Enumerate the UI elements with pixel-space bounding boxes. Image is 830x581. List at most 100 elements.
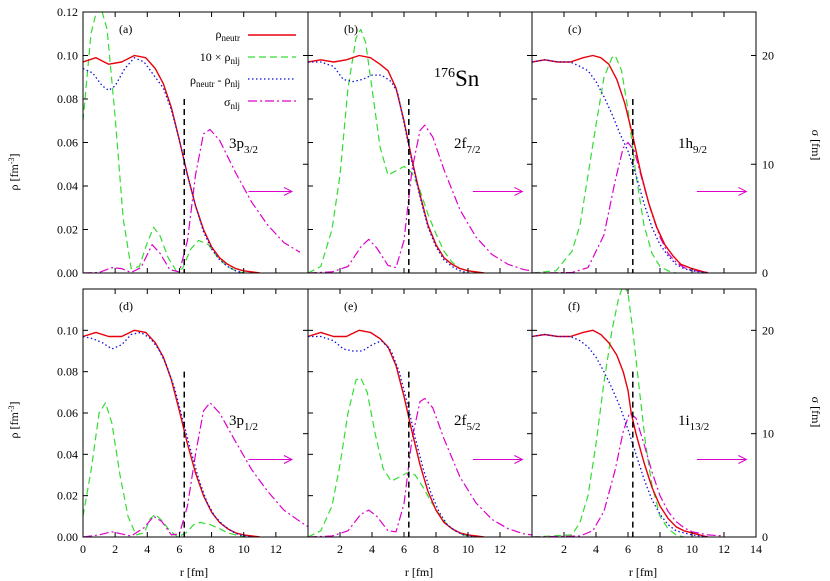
orbital-label: 1h9/2 [678,136,707,156]
nlj-x10-line [83,402,244,537]
sigma-nlj-line [532,412,725,537]
panel-b: (b) 2f7/2 [307,11,533,274]
panel-frame [307,288,533,538]
orbital-label: 1i13/2 [678,413,709,433]
orbital-label: 2f7/2 [454,136,481,156]
legend: ρneutr 10 × ρnlj ρneutr - ρnlj σnlj [190,27,296,111]
y-axis-label-left-top: ρ [fm-3] [7,154,21,191]
x-tick-label: 4 [369,542,375,556]
x-tick-label: 6 [176,542,182,556]
y-axis-label-right-top: σ [fm] [809,130,823,161]
x-tick-label: 14 [750,542,762,556]
x-tick-label: 4 [144,542,150,556]
y-axis-label-left-bottom: ρ [fm-3] [7,402,21,439]
rho-neutr-line [83,54,260,273]
nlj-x10-line [308,28,485,273]
sigma-nlj-line [83,402,308,537]
orbital-label: 3p1/2 [229,413,258,433]
rho-neutr-line [308,54,485,273]
arrow-head [738,186,748,196]
y-tick-label-right: 10 [762,427,774,441]
y-tick-label-left: 0.06 [57,136,78,150]
x-tick-label: 6 [401,542,407,556]
y-tick-label-left: 0.06 [57,406,78,420]
nlj-x10-line [308,377,477,537]
y-tick-label-left: 0.12 [57,5,78,19]
y-tick-label-right: 0 [762,530,768,544]
legend-label-rho-neutr: ρneutr [216,27,241,43]
rho-diff-line [532,59,709,273]
x-axis-label-1: r [fm] [180,565,208,579]
rho-diff-line [532,333,709,537]
nucleus-title: 176Sn [434,66,480,91]
x-tick-label: 2 [112,542,118,556]
y-tick-label-right: 20 [762,49,774,63]
panel-label: (d) [119,299,133,313]
nlj-x10-line [532,54,677,273]
panel-frame [82,11,309,274]
panel-d: 0 2 4 6 8 10 12 0.00 0.02 0.04 0.06 0.08 0.10 (d) 3p1/… [57,288,309,556]
y-tick-label-left: 0.08 [57,365,78,379]
x-tick-label: 12 [270,542,282,556]
y-tick-label-left: 0.00 [57,266,78,280]
y-tick-label-left: 0.02 [57,489,78,503]
panels-layer: 0.00 0.02 0.04 0.06 0.08 0.10 0.12 (a) 3p3/2 (b) 2… [57,5,774,556]
rho-neutr-line [532,54,709,273]
x-axis-label-3: r [fm] [629,565,657,579]
x-tick-label: 8 [433,542,439,556]
y-tick-label-right: 10 [762,157,774,171]
x-axis-label-2: r [fm] [405,565,433,579]
rho-diff-line [83,57,244,273]
nlj-x10-line [83,12,244,273]
x-tick-label: 4 [593,542,599,556]
x-tick-label: 10 [238,542,250,556]
x-tick-label: 10 [686,542,698,556]
arrow-head [514,455,524,464]
x-tick-label: 6 [625,542,631,556]
y-tick-label-right: 20 [762,323,774,337]
sigma-nlj-line [83,128,301,273]
x-tick-label: 12 [494,542,506,556]
x-tick-label: 10 [462,542,474,556]
panel-frame [82,288,309,538]
panel-frame [307,11,533,274]
sigma-nlj-line [308,397,532,537]
y-tick-label-left: 0.02 [57,223,78,237]
orbital-label: 2f5/2 [454,413,481,433]
x-tick-label: 0 [80,542,86,556]
y-tick-label-left: 0.00 [57,530,78,544]
y-tick-label-left: 0.04 [57,179,78,193]
x-tick-label: 8 [209,542,215,556]
rho-diff-line [83,331,252,537]
sigma-nlj-line [308,124,532,273]
orbital-label: 3p3/2 [229,136,258,156]
y-tick-label-left: 0.10 [57,49,78,63]
y-axis-label-right-bottom: σ [fm] [809,397,823,428]
panel-label: (a) [119,22,132,36]
legend-label-nlj-x10: 10 × ρnlj [200,50,240,66]
y-tick-label-left: 0.10 [57,323,78,337]
sigma-nlj-line [532,141,709,273]
arrow-head [738,455,748,464]
legend-label-diff: ρneutr - ρnlj [190,73,240,89]
panel-label: (c) [568,22,581,36]
rho-neutr-line [532,329,709,537]
rho-neutr-line [308,329,485,537]
panel-label: (f) [568,299,580,313]
arrow-head [283,186,294,196]
panel-c: 0 10 20 (c) 1h9/2 [531,11,774,280]
y-tick-label-left: 0.04 [57,447,78,461]
nlj-x10-line [532,289,685,537]
y-tick-label-left: 0.08 [57,92,78,106]
legend-label-sigma: σnlj [224,95,240,111]
x-tick-label: 2 [561,542,567,556]
x-tick-label: 2 [337,542,343,556]
panel-a: 0.00 0.02 0.04 0.06 0.08 0.10 0.12 (a) 3p3/2 [57,5,309,280]
panel-frame [531,288,757,538]
arrow-head [514,186,524,196]
rho-diff-line [308,61,469,273]
y-tick-label-right: 0 [762,266,768,280]
panel-label: (b) [344,22,358,36]
x-tick-label: 12 [718,542,730,556]
